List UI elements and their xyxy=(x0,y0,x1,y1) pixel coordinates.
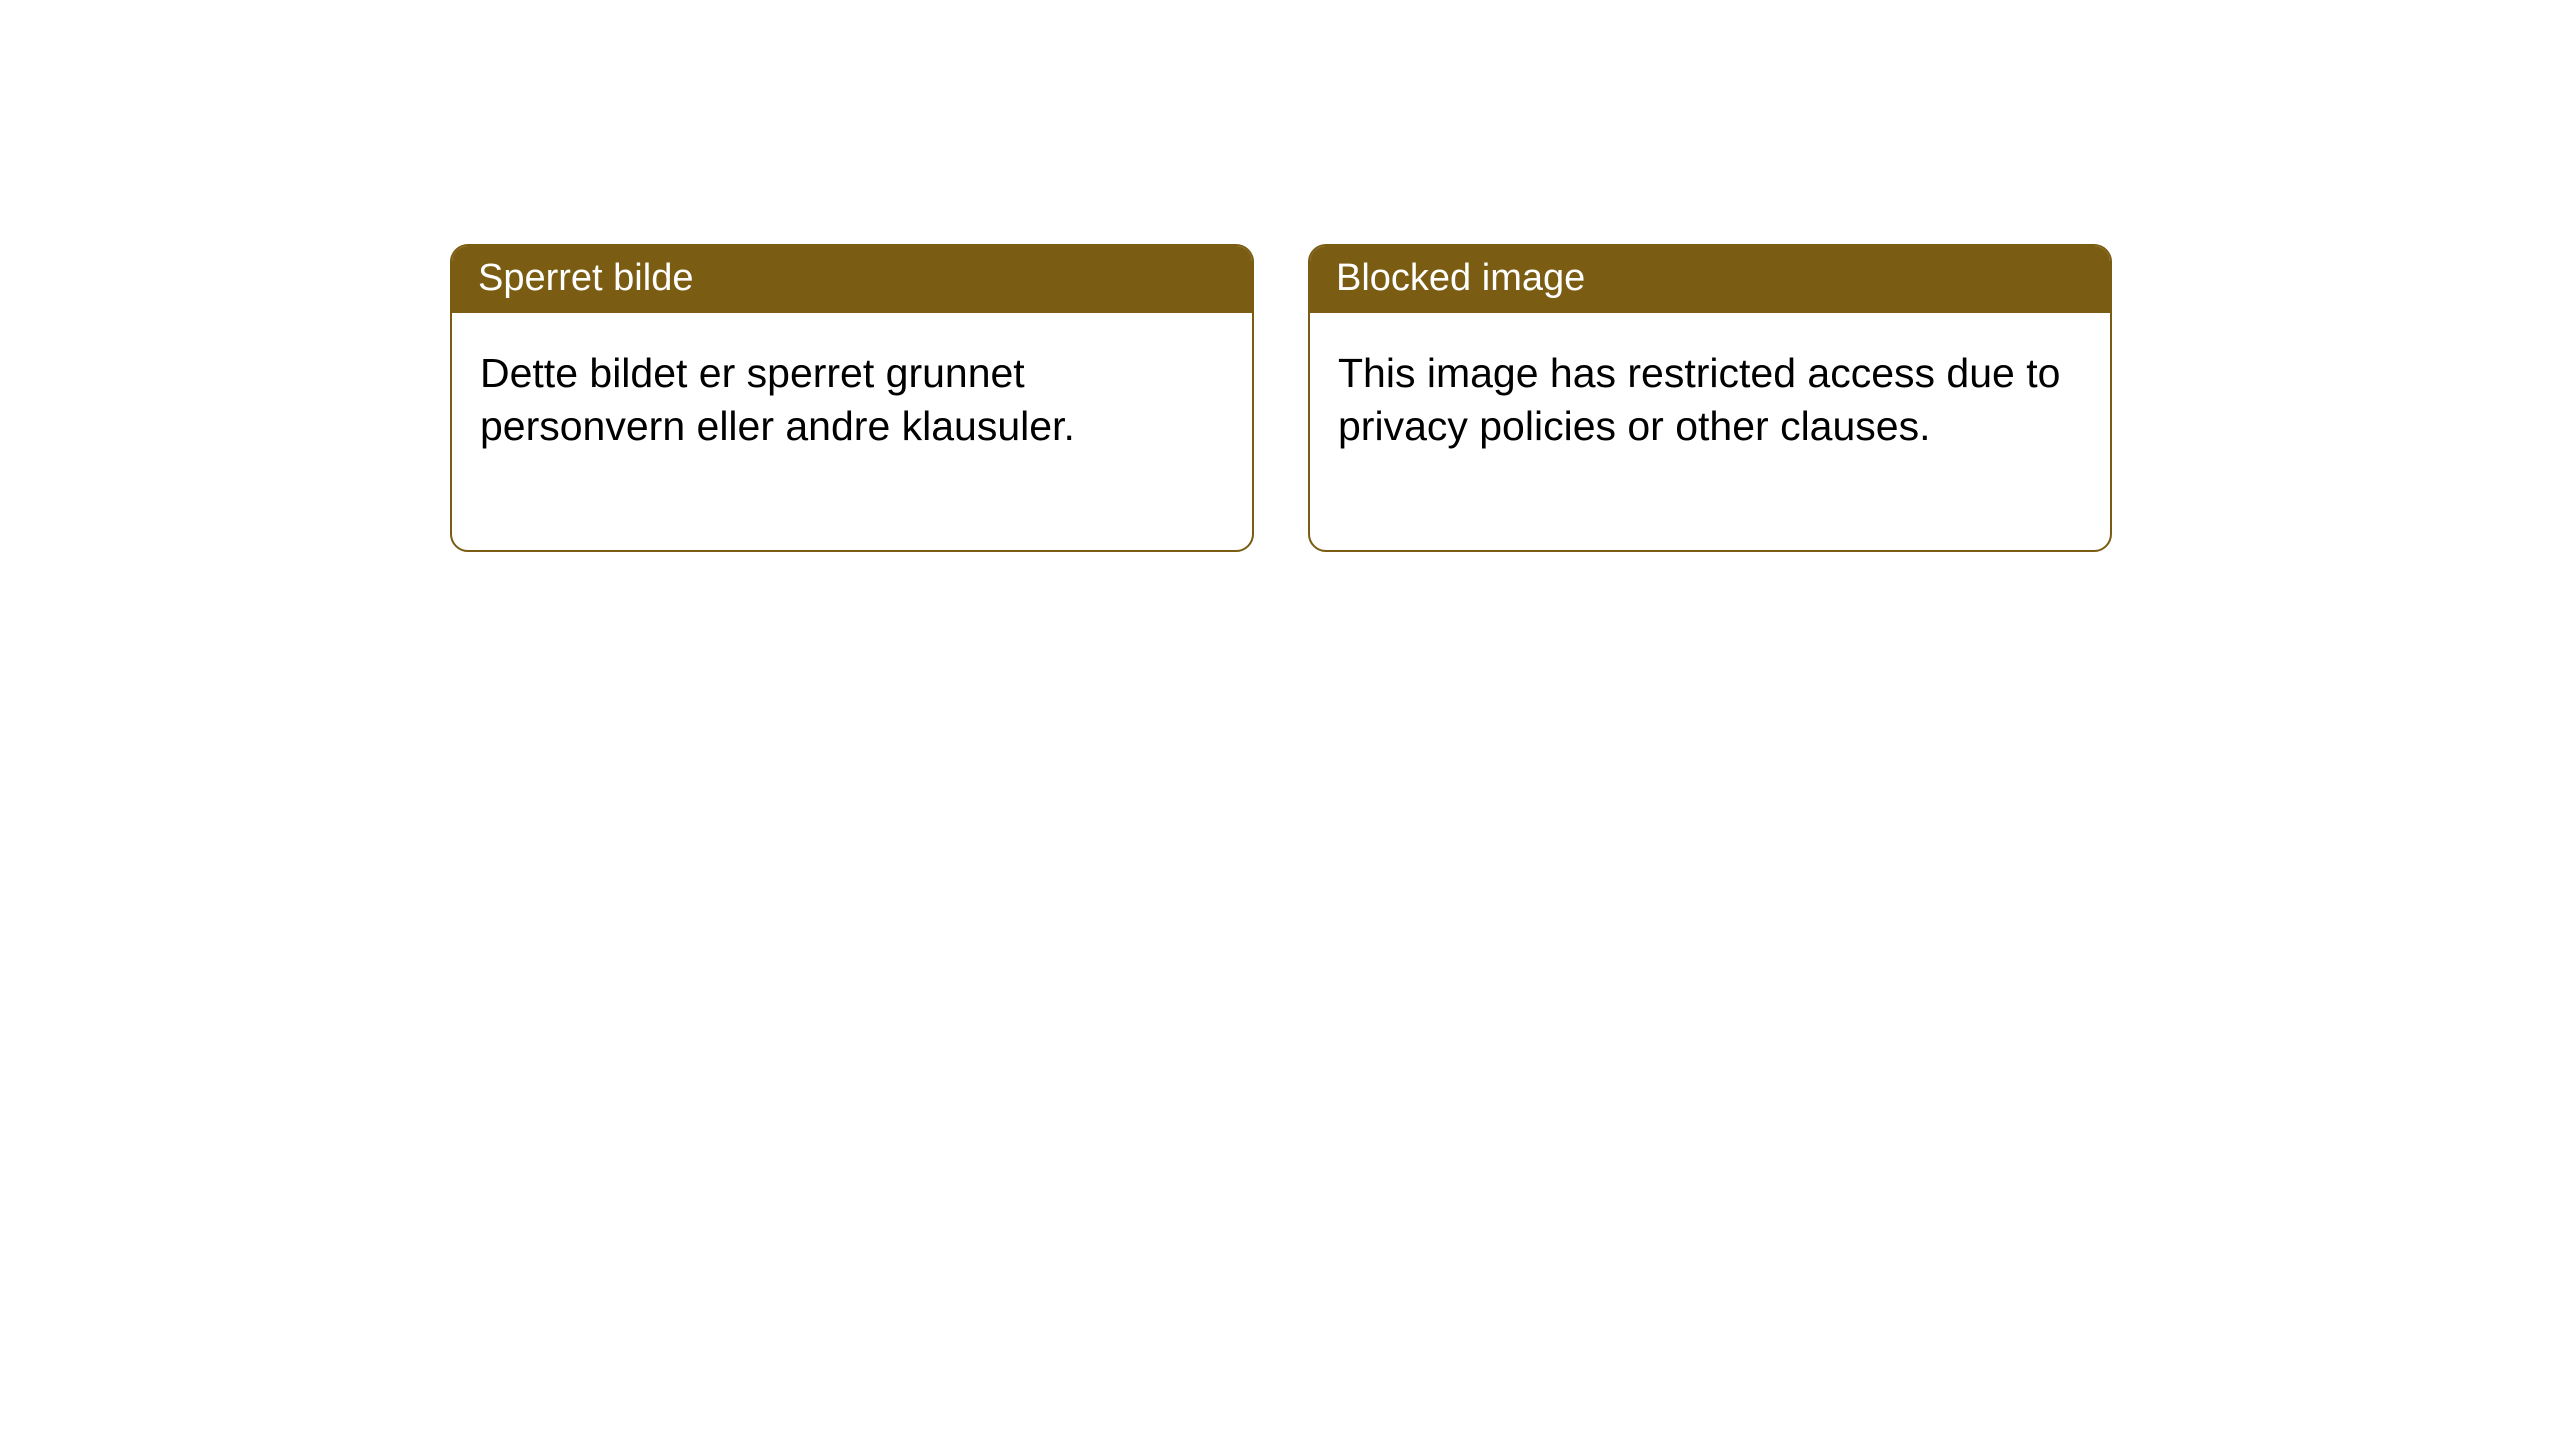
notice-header-norwegian: Sperret bilde xyxy=(452,246,1252,313)
notice-card-english: Blocked image This image has restricted … xyxy=(1308,244,2112,552)
notice-card-norwegian: Sperret bilde Dette bildet er sperret gr… xyxy=(450,244,1254,552)
notice-header-english: Blocked image xyxy=(1310,246,2110,313)
notice-body-english: This image has restricted access due to … xyxy=(1310,313,2110,550)
notice-container: Sperret bilde Dette bildet er sperret gr… xyxy=(0,0,2560,552)
notice-body-norwegian: Dette bildet er sperret grunnet personve… xyxy=(452,313,1252,550)
